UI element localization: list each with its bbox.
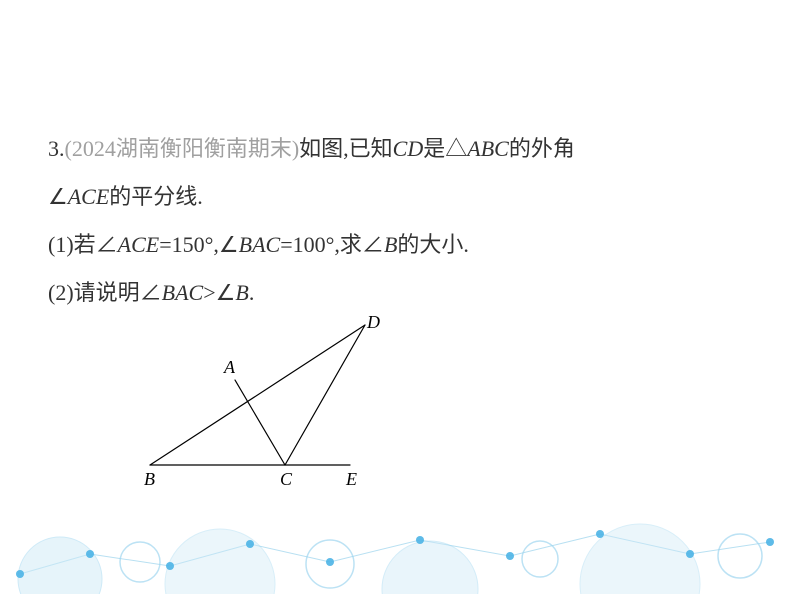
ace: ACE	[68, 184, 110, 209]
diagram-svg	[140, 315, 400, 485]
line-1: 3.(2024湖南衡阳衡南期末)如图,已知CD是△ABC的外角	[48, 125, 748, 173]
p2gt: >∠	[203, 280, 235, 305]
footer-decoration	[0, 484, 794, 594]
label-C: C	[280, 469, 292, 490]
t1: 如图,已知	[299, 136, 393, 161]
p2bac: BAC	[162, 280, 204, 305]
p1B: B	[384, 232, 397, 257]
t2: 是△	[423, 136, 467, 161]
p2a: (2)请说明∠	[48, 280, 162, 305]
cd: CD	[393, 136, 424, 161]
line-2: ∠ACE的平分线.	[48, 173, 748, 221]
label-D: D	[367, 312, 380, 333]
line-4: (2)请说明∠BAC>∠B.	[48, 269, 748, 317]
q-source: (2024湖南衡阳衡南期末)	[65, 136, 300, 161]
p1bac: BAC	[239, 232, 281, 257]
geometry-diagram: B C E A D	[140, 315, 400, 485]
label-A: A	[224, 357, 235, 378]
p1ace: ACE	[118, 232, 160, 257]
line-3: (1)若∠ACE=150°,∠BAC=100°,求∠B的大小.	[48, 221, 748, 269]
p1a: (1)若∠	[48, 232, 118, 257]
label-B: B	[144, 469, 155, 490]
question-block: 3.(2024湖南衡阳衡南期末)如图,已知CD是△ABC的外角 ∠ACE的平分线…	[48, 125, 748, 317]
t4: 的平分线.	[109, 184, 203, 209]
p1b: =150°,∠	[159, 232, 238, 257]
p2B: B	[235, 280, 248, 305]
q-number: 3.	[48, 136, 65, 161]
abc: ABC	[467, 136, 509, 161]
p1d: 的大小.	[397, 232, 469, 257]
label-E: E	[346, 469, 357, 490]
p2c: .	[249, 280, 255, 305]
t3: 的外角	[509, 136, 575, 161]
p1c: =100°,求∠	[280, 232, 384, 257]
ang1: ∠	[48, 184, 68, 209]
